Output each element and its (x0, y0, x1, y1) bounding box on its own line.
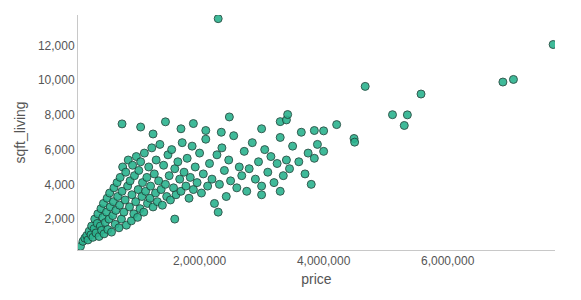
svg-text:2,000,000: 2,000,000 (173, 254, 227, 268)
svg-text:sqft_living: sqft_living (12, 101, 28, 163)
svg-text:price: price (301, 271, 332, 287)
svg-text:6,000: 6,000 (45, 143, 75, 157)
svg-text:8,000: 8,000 (45, 108, 75, 122)
svg-text:12,000: 12,000 (38, 39, 75, 53)
svg-text:4,000,000: 4,000,000 (297, 254, 351, 268)
svg-text:4,000: 4,000 (45, 178, 75, 192)
svg-text:10,000: 10,000 (38, 73, 75, 87)
svg-text:6,000,000: 6,000,000 (421, 254, 475, 268)
svg-text:2,000: 2,000 (45, 212, 75, 226)
